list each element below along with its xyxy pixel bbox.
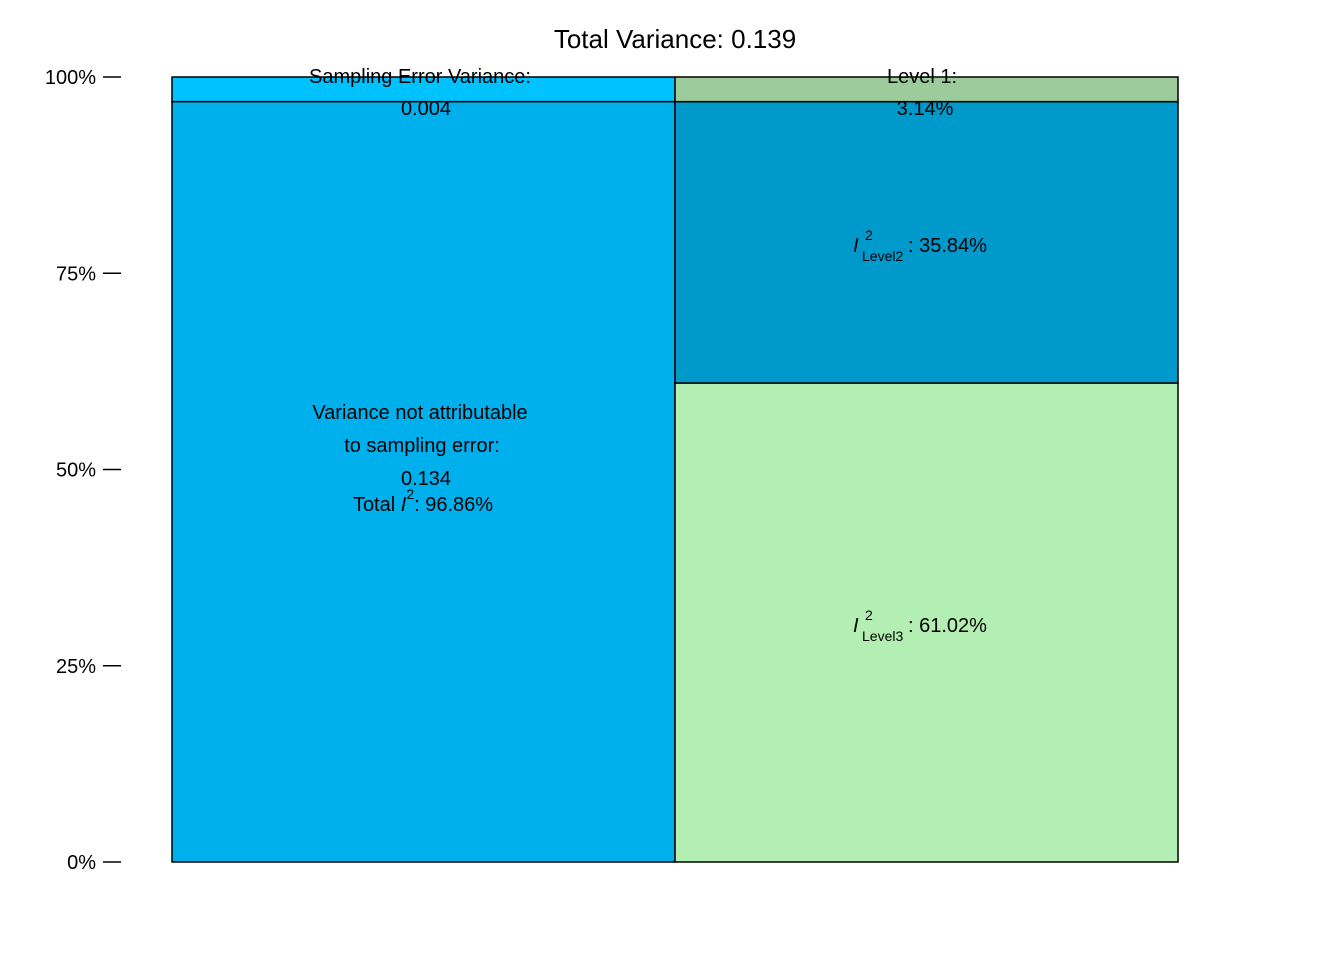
- label-level3-i2-suffix: : 61.02%: [908, 615, 987, 637]
- label-total-i2-suffix: : 96.86%: [414, 494, 493, 516]
- bars: [171, 76, 1179, 863]
- y-tick-label-4: 100%: [45, 67, 96, 89]
- label-not-attributable-line2: to sampling error:: [344, 435, 500, 457]
- label-level2-i2: I 2 Level2 : 35.84%: [853, 227, 987, 264]
- bar-segment-variance-not-attributable-to-sampling-error: [171, 100, 676, 863]
- y-tick-label-2: 50%: [56, 460, 96, 482]
- label-level2-i2-sub: Level2: [862, 248, 903, 264]
- label-not-attributable: Variance not attributable to sampling er…: [312, 402, 527, 490]
- label-total-i2-sup: 2: [406, 486, 414, 502]
- y-tick-label-1: 25%: [56, 656, 96, 678]
- label-level2-i2-symbol: I: [853, 235, 859, 257]
- y-tick-label-0: 0%: [67, 852, 96, 874]
- bar-segment-level-1: [674, 76, 1179, 103]
- label-sampling-error: Sampling Error Variance: 0.004: [309, 66, 531, 120]
- label-sampling-error-line1: Sampling Error Variance:: [309, 66, 531, 88]
- label-level2-i2-suffix: : 35.84%: [908, 235, 987, 257]
- label-level3-i2-sub: Level3: [862, 628, 903, 644]
- label-total-i2-symbol: I: [401, 494, 407, 516]
- label-total-i2: Total I2: 96.86%: [353, 486, 493, 516]
- label-not-attributable-line3: 0.134: [401, 468, 451, 490]
- bar-segment-level-2: [674, 100, 1179, 384]
- label-level3-i2-sup: 2: [865, 607, 873, 623]
- chart-title: Total Variance: 0.139: [554, 24, 796, 54]
- label-level1: Level 1: 3.14%: [887, 66, 957, 120]
- label-level1-line1: Level 1:: [887, 66, 957, 88]
- label-level2-i2-sup: 2: [865, 227, 873, 243]
- y-axis: 0% 25% 50% 75% 100%: [45, 67, 121, 874]
- label-level3-i2-symbol: I: [853, 615, 859, 637]
- y-tick-label-3: 75%: [56, 263, 96, 285]
- bar-segment-level-3: [674, 382, 1179, 863]
- label-level1-line2: 3.14%: [897, 98, 954, 120]
- label-sampling-error-line2: 0.004: [401, 98, 451, 120]
- label-total-i2-prefix: Total: [353, 494, 401, 516]
- label-level3-i2: I 2 Level3 : 61.02%: [853, 607, 987, 644]
- label-not-attributable-line1: Variance not attributable: [312, 402, 527, 424]
